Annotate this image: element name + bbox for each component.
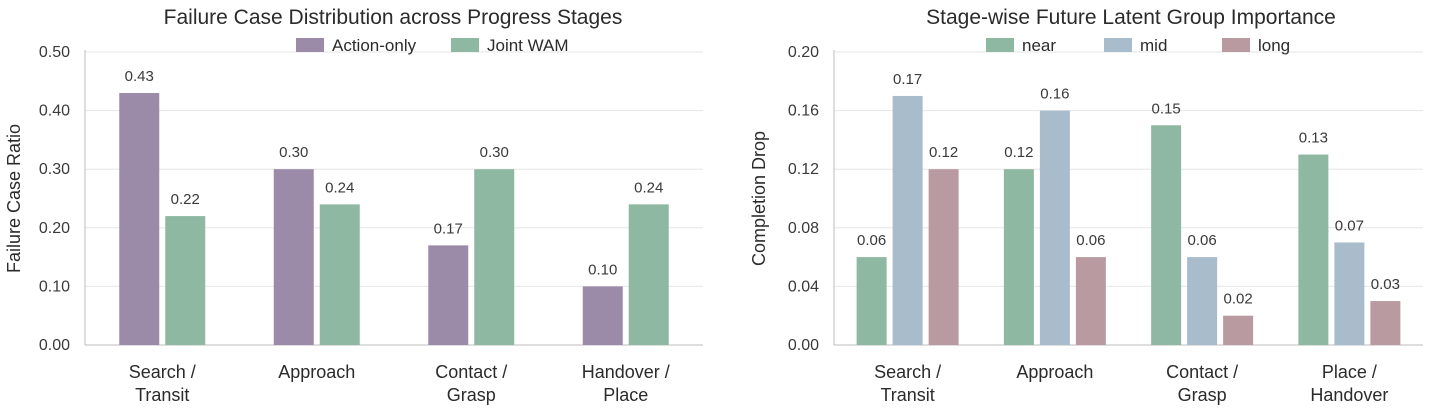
legend-swatch <box>296 38 324 52</box>
legend-label: mid <box>1140 36 1167 55</box>
legend-label: Joint WAM <box>487 36 569 55</box>
bar <box>1003 169 1034 345</box>
legend-label: long <box>1258 36 1290 55</box>
bar <box>892 95 923 345</box>
x-tick-label: Contact / <box>1166 362 1238 382</box>
bar-value-label: 0.12 <box>1004 144 1033 161</box>
y-tick-label: 0.30 <box>39 161 70 178</box>
bar-value-label: 0.06 <box>857 232 886 249</box>
y-tick-label: 0.40 <box>39 103 70 120</box>
y-tick-label: 0.00 <box>788 337 819 354</box>
chart-title: Failure Case Distribution across Progres… <box>164 6 623 29</box>
bar-value-label: 0.12 <box>929 144 958 161</box>
y-axis-label: Failure Case Ratio <box>4 124 24 273</box>
bar-value-label: 0.10 <box>588 261 617 278</box>
bar <box>1298 154 1329 345</box>
bar-value-label: 0.02 <box>1224 291 1253 308</box>
bar-value-label: 0.15 <box>1152 100 1181 117</box>
x-tick-label: Grasp <box>447 385 496 405</box>
bar <box>628 204 669 345</box>
bar <box>1370 301 1401 345</box>
x-tick-label: Approach <box>278 362 355 382</box>
x-tick-label: Contact / <box>435 362 507 382</box>
x-tick-label: Place <box>603 385 648 405</box>
x-tick-label: Transit <box>135 385 189 405</box>
bar-value-label: 0.06 <box>1188 232 1217 249</box>
bar-value-label: 0.03 <box>1371 276 1400 293</box>
x-tick-label: Transit <box>880 385 934 405</box>
bar <box>119 93 160 346</box>
bar <box>273 169 314 345</box>
bar <box>928 169 959 345</box>
bar <box>1334 242 1365 345</box>
bar-value-label: 0.43 <box>125 68 154 85</box>
bar-value-label: 0.07 <box>1335 217 1364 234</box>
bar-value-label: 0.13 <box>1299 130 1328 147</box>
x-tick-label: Search / <box>874 362 941 382</box>
y-tick-label: 0.10 <box>39 278 70 295</box>
bar <box>319 204 360 345</box>
bar <box>1075 257 1106 345</box>
x-tick-label: Handover / <box>582 362 670 382</box>
legend-label: near <box>1022 36 1056 55</box>
x-tick-label: Search / <box>129 362 196 382</box>
x-tick-label: Handover <box>1310 385 1388 405</box>
y-tick-label: 0.04 <box>788 278 819 295</box>
chart-title: Stage-wise Future Latent Group Importanc… <box>926 6 1336 29</box>
legend-swatch <box>1104 38 1132 52</box>
chart-failure-distribution: Failure Case Distribution across Progres… <box>4 6 703 405</box>
x-tick-label: Place / <box>1322 362 1377 382</box>
y-tick-label: 0.50 <box>39 44 70 61</box>
bar-value-label: 0.22 <box>171 191 200 208</box>
legend-swatch <box>451 38 479 52</box>
y-tick-label: 0.20 <box>788 44 819 61</box>
bar <box>1151 125 1182 345</box>
y-tick-label: 0.08 <box>788 220 819 237</box>
y-tick-label: 0.20 <box>39 220 70 237</box>
bar-value-label: 0.24 <box>634 179 663 196</box>
chart-latent-importance: Stage-wise Future Latent Group Importanc… <box>749 6 1423 405</box>
bar <box>474 169 515 345</box>
legend-swatch <box>986 38 1014 52</box>
y-tick-label: 0.00 <box>39 337 70 354</box>
y-tick-label: 0.12 <box>788 161 819 178</box>
bar <box>1039 110 1070 345</box>
bar-value-label: 0.17 <box>893 71 922 88</box>
bar <box>582 286 623 345</box>
y-tick-label: 0.16 <box>788 103 819 120</box>
bar-value-label: 0.30 <box>480 144 509 161</box>
bar-value-label: 0.17 <box>434 220 463 237</box>
bar <box>1187 257 1218 345</box>
bar-value-label: 0.24 <box>325 179 354 196</box>
legend-swatch <box>1222 38 1250 52</box>
legend-label: Action-only <box>332 36 417 55</box>
bar <box>165 216 206 345</box>
bar <box>856 257 887 345</box>
y-axis-label: Completion Drop <box>749 131 769 266</box>
bar-value-label: 0.16 <box>1040 86 1069 103</box>
bar <box>428 245 469 345</box>
x-tick-label: Grasp <box>1178 385 1227 405</box>
bar-value-label: 0.30 <box>279 144 308 161</box>
bar <box>1223 315 1254 345</box>
bar-value-label: 0.06 <box>1076 232 1105 249</box>
x-tick-label: Approach <box>1016 362 1093 382</box>
